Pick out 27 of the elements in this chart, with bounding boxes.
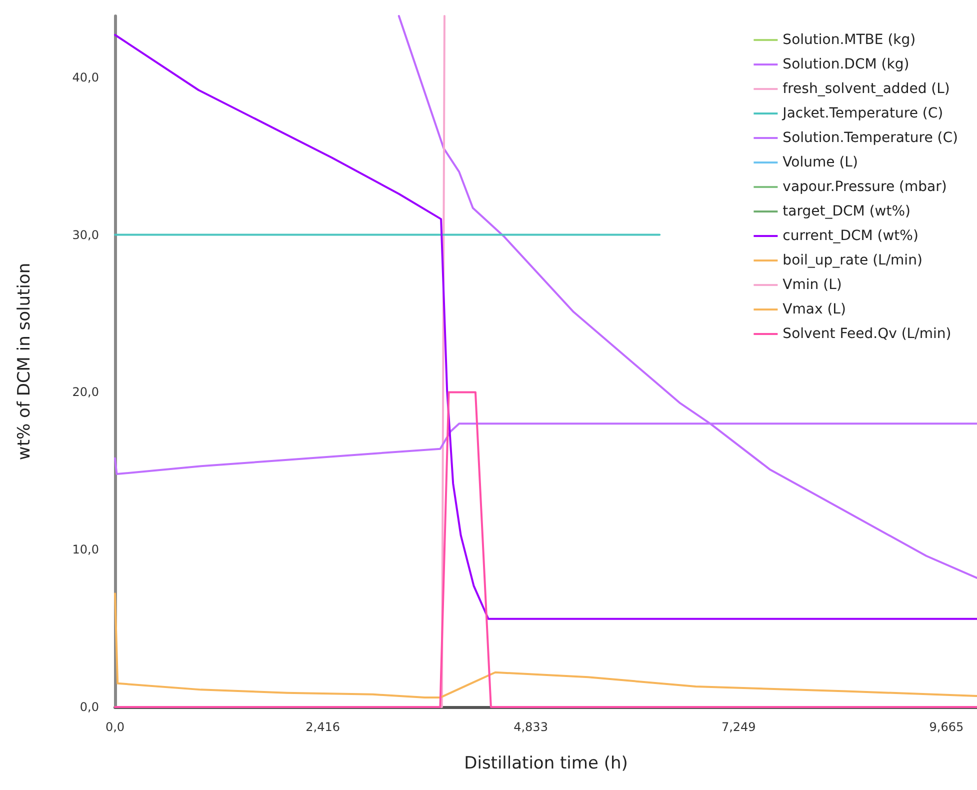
legend-label: Solvent Feed.Qv (L/min) [782,326,952,342]
y-tick-label: 20,0 [72,385,99,400]
line-series [114,592,977,699]
legend-label: vapour.Pressure (mbar) [782,179,947,195]
legend-label: target_DCM (wt%) [782,204,911,220]
legend-label: Jacket.Temperature (C) [782,106,944,122]
x-tick-label: 4,833 [514,720,548,734]
legend-label: Solution.MTBE (kg) [782,32,916,48]
legend-label: current_DCM (wt%) [782,228,918,244]
line-series [114,34,977,620]
legend-label: Vmax (L) [782,302,846,318]
legend-label: Solution.DCM (kg) [782,56,910,72]
legend-label: Volume (L) [782,154,858,170]
legend-label: Vmin (L) [782,277,842,293]
x-tick-label: 0,0 [105,720,125,734]
legend-label: Solution.Temperature (C) [782,130,958,146]
y-tick-label: 30,0 [72,228,99,242]
x-axis-title: Distillation time (h) [464,754,628,774]
x-tick-label: 2,416 [306,720,340,734]
legend-label: fresh_solvent_added (L) [782,81,950,97]
y-tick-label: 0,0 [80,700,99,714]
y-axis-title: wt% of DCM in solution [14,262,34,460]
y-tick-label: 10,0 [72,542,99,557]
y-tick-label: 40,0 [72,70,99,84]
legend-label: boil_up_rate (L/min) [782,252,922,268]
x-tick-label: 9,665 [929,720,964,734]
x-tick-label: 7,249 [721,720,756,734]
